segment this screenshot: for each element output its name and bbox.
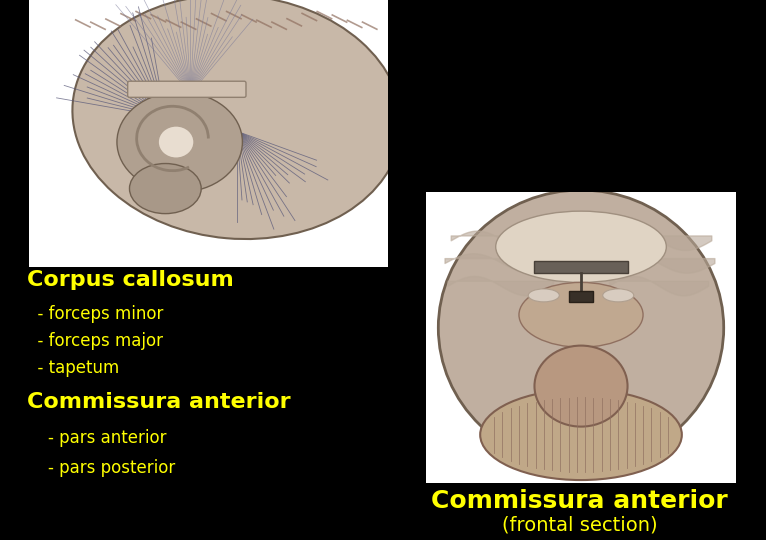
FancyBboxPatch shape <box>128 81 246 97</box>
Text: - tapetum: - tapetum <box>27 359 119 377</box>
Text: - forceps minor: - forceps minor <box>27 305 163 323</box>
Ellipse shape <box>519 282 643 347</box>
Ellipse shape <box>603 289 633 302</box>
Ellipse shape <box>480 389 682 480</box>
Ellipse shape <box>496 211 666 282</box>
Bar <box>29 0 388 267</box>
Text: - pars anterior: - pars anterior <box>27 429 166 447</box>
Ellipse shape <box>438 190 724 465</box>
Text: Commissura anterior: Commissura anterior <box>431 489 728 512</box>
Text: - forceps major: - forceps major <box>27 332 163 350</box>
Ellipse shape <box>73 0 401 239</box>
Text: - pars posterior: - pars posterior <box>27 459 175 477</box>
Ellipse shape <box>129 164 201 214</box>
Ellipse shape <box>535 346 627 427</box>
Text: (frontal section): (frontal section) <box>502 516 658 535</box>
Text: Corpus callosum: Corpus callosum <box>27 270 234 290</box>
Bar <box>535 261 627 273</box>
Ellipse shape <box>158 126 194 158</box>
Ellipse shape <box>117 92 242 192</box>
Text: Commissura anterior: Commissura anterior <box>27 392 290 411</box>
Ellipse shape <box>529 289 559 302</box>
Bar <box>426 192 736 483</box>
Bar <box>568 291 594 302</box>
